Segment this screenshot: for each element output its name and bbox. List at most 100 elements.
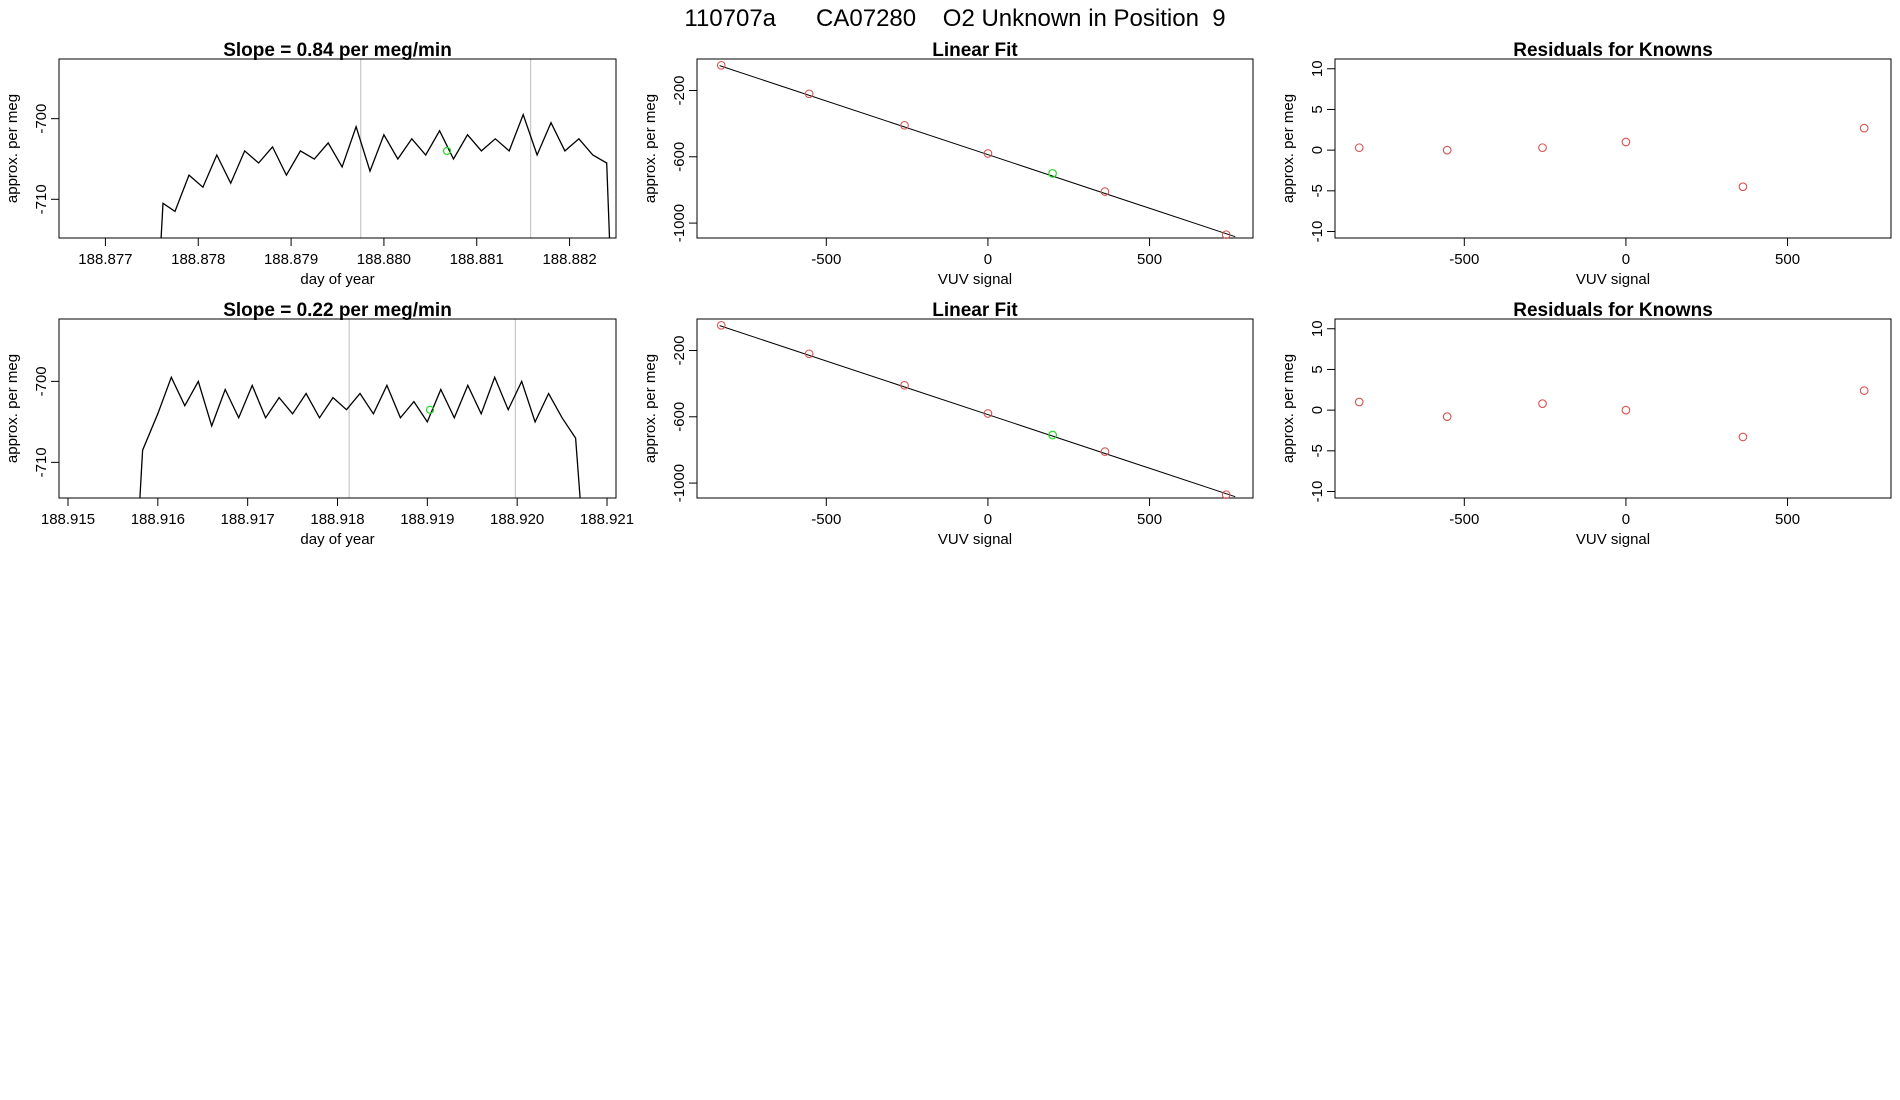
- chart-title: Residuals for Knowns: [1513, 300, 1713, 321]
- known-point: [1221, 490, 1231, 500]
- chart-panel-fit-2: Linear Fit -500 0 500 -1000 -600 -200 VUV signa…: [642, 300, 1254, 548]
- x-tick-label: 188.880: [357, 251, 411, 268]
- y-tick-label: 0: [1309, 146, 1326, 154]
- known-point: [804, 89, 814, 99]
- known-point: [804, 349, 814, 359]
- y-tick-label: -700: [33, 104, 50, 134]
- y-tick-label: -200: [671, 335, 688, 365]
- y-tick-label: -600: [671, 402, 688, 432]
- residual-point: [1538, 143, 1547, 153]
- known-point: [716, 60, 726, 70]
- chart-title: Slope = 0.22 per meg/min: [223, 300, 452, 321]
- fit-line: [719, 65, 1236, 238]
- y-tick-label: -200: [671, 75, 688, 105]
- x-tick-label: 188.916: [131, 511, 185, 528]
- known-point: [1100, 187, 1110, 196]
- y-axis-label: approx. per meg: [1280, 354, 1297, 463]
- x-tick-label: 188.918: [310, 511, 364, 528]
- x-tick-label: 188.915: [41, 511, 95, 528]
- residual-point: [1859, 123, 1869, 133]
- x-tick-label: 188.879: [264, 251, 318, 268]
- x-axis-label: VUV signal: [1576, 531, 1650, 548]
- y-axis-label: approx. per meg: [4, 94, 21, 203]
- x-tick-label: 188.921: [580, 511, 634, 528]
- known-point: [983, 149, 993, 158]
- residual-point: [1442, 412, 1452, 421]
- y-axis-label: approx. per meg: [642, 94, 659, 203]
- x-tick-label: 0: [1622, 511, 1630, 528]
- x-tick-label: -500: [1449, 511, 1479, 528]
- x-tick-label: -500: [1449, 251, 1479, 268]
- x-tick-label: 500: [1775, 511, 1800, 528]
- series-line: [160, 112, 611, 239]
- unknown-marker-point: [425, 405, 435, 414]
- unknown-point: [1048, 168, 1057, 178]
- x-tick-label: 188.919: [400, 511, 454, 528]
- fit-line: [719, 325, 1236, 498]
- x-tick-label: 188.878: [171, 251, 225, 268]
- chart-title: Residuals for Knowns: [1513, 40, 1713, 61]
- y-tick-label: -710: [33, 447, 50, 477]
- residual-point: [1621, 405, 1631, 415]
- chart-panel-res-1: Residuals for Knowns -500 0 500 -10 -5 0 5 10 VUV…: [1280, 40, 1892, 288]
- x-tick-label: 188.877: [78, 251, 132, 268]
- y-tick-label: 5: [1309, 105, 1326, 113]
- x-tick-label: 500: [1137, 251, 1162, 268]
- unknown-point: [1048, 430, 1057, 440]
- x-axis-label: VUV signal: [938, 271, 1012, 288]
- residual-point: [1738, 182, 1748, 192]
- y-tick-label: 5: [1309, 365, 1326, 373]
- x-tick-label: 188.881: [450, 251, 504, 268]
- known-point: [983, 409, 993, 418]
- x-tick-label: -500: [811, 511, 841, 528]
- x-axis-label: VUV signal: [1576, 271, 1650, 288]
- x-tick-label: 0: [984, 511, 992, 528]
- y-tick-label: -5: [1309, 444, 1326, 457]
- plot-frame: [1334, 318, 1892, 499]
- residual-point: [1354, 143, 1364, 153]
- y-tick-label: -1000: [671, 464, 688, 502]
- y-tick-label: -1000: [671, 204, 688, 242]
- known-point: [900, 120, 909, 130]
- x-axis-label: VUV signal: [938, 531, 1012, 548]
- y-tick-label: -710: [33, 184, 50, 214]
- x-tick-label: 188.920: [490, 511, 544, 528]
- chart-title: Linear Fit: [932, 300, 1018, 321]
- residual-point: [1442, 145, 1452, 155]
- page-title: 110707a CA07280 O2 Unknown in Position 9: [684, 5, 1225, 32]
- x-tick-label: 188.882: [542, 251, 596, 268]
- chart-panel-ts-1: Slope = 0.84 per meg/min 188.877 188.878 18…: [4, 40, 617, 288]
- known-point: [1100, 447, 1110, 456]
- residual-point: [1738, 432, 1748, 442]
- chart-title: Linear Fit: [932, 40, 1018, 61]
- x-tick-label: 0: [1622, 251, 1630, 268]
- x-axis-label: day of year: [300, 531, 374, 548]
- plot-frame: [58, 318, 617, 499]
- residual-point: [1621, 137, 1631, 147]
- residual-point: [1538, 399, 1547, 408]
- y-tick-label: 0: [1309, 406, 1326, 414]
- plot-frame: [58, 58, 617, 239]
- y-tick-label: 10: [1309, 60, 1326, 77]
- residual-point: [1354, 397, 1364, 407]
- y-tick-label: -700: [33, 366, 50, 396]
- y-tick-label: -10: [1309, 221, 1326, 243]
- y-axis-label: approx. per meg: [4, 354, 21, 463]
- residual-point: [1859, 386, 1869, 395]
- x-tick-label: 0: [984, 251, 992, 268]
- y-tick-label: 10: [1309, 320, 1326, 337]
- x-tick-label: 500: [1137, 511, 1162, 528]
- plot-frame: [1334, 58, 1892, 239]
- x-tick-label: -500: [811, 251, 841, 268]
- known-point: [900, 380, 909, 390]
- x-tick-label: 188.917: [221, 511, 275, 528]
- series-line: [139, 375, 581, 499]
- x-axis-label: day of year: [300, 271, 374, 288]
- y-axis-label: approx. per meg: [1280, 94, 1297, 203]
- chart-title: Slope = 0.84 per meg/min: [223, 40, 452, 61]
- x-tick-label: 500: [1775, 251, 1800, 268]
- y-axis-label: approx. per meg: [642, 354, 659, 463]
- chart-panel-res-2: Residuals for Knowns -500 0 500 -10 -5 0 5 10 VUV…: [1280, 300, 1892, 548]
- chart-panel-fit-1: Linear Fit -500 0 500 -1000 -600 -200 VUV signa…: [642, 40, 1254, 288]
